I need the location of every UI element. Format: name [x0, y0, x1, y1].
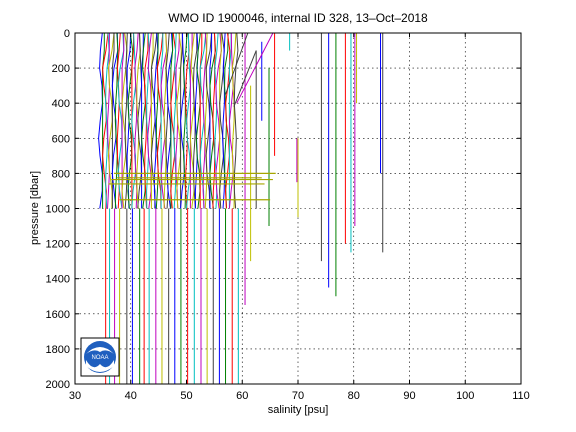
noaa-logo-disc [84, 341, 116, 373]
x-tick-label: 100 [456, 390, 474, 402]
y-tick-label: 1800 [46, 344, 70, 356]
x-tick-label: 110 [512, 390, 530, 402]
y-tick-label: 1400 [46, 274, 70, 286]
y-tick-label: 2000 [46, 379, 70, 391]
y-tick-label: 1000 [46, 204, 70, 216]
x-tick-label: 80 [348, 390, 360, 402]
profile-line [102, 33, 105, 209]
noaa-logo-text: NOAA [91, 355, 108, 361]
salinity-profiles [98, 32, 384, 384]
grid-lines [75, 33, 521, 384]
profile-line [107, 32, 111, 209]
diagonal-spike-line [225, 32, 249, 95]
diagonal-spike-line [233, 50, 257, 107]
x-tick-label: 90 [403, 390, 415, 402]
x-tick-label: 40 [125, 390, 137, 402]
y-tick-label: 1600 [46, 309, 70, 321]
noaa-logo-wave [86, 360, 114, 372]
y-tick-label: 1200 [46, 239, 70, 251]
x-axis-ticks: 30 40 50 60 70 80 90 100 110 [69, 33, 530, 402]
y-tick-label: 400 [52, 98, 70, 110]
x-tick-label: 70 [292, 390, 304, 402]
x-tick-label: 30 [69, 390, 81, 402]
noaa-logo: NOAA [80, 337, 120, 377]
y-tick-label: 800 [52, 168, 70, 180]
x-axis-label: salinity [psu] [268, 404, 329, 416]
x-tick-label: 60 [236, 390, 248, 402]
y-axis-ticks: 0 200 400 600 800 1000 1200 1400 1600 1800 2000 [46, 28, 521, 391]
y-tick-label: 200 [52, 63, 70, 75]
x-tick-label: 50 [180, 390, 192, 402]
noaa-logo-bird [86, 347, 114, 354]
diagonal-spike-line [236, 32, 274, 104]
profile-line [105, 32, 110, 209]
y-axis-label: pressure [dbar] [29, 171, 41, 245]
y-tick-label: 0 [64, 28, 70, 40]
y-tick-label: 600 [52, 133, 70, 145]
chart-title: WMO ID 1900046, internal ID 328, 13–Oct–… [168, 11, 428, 25]
